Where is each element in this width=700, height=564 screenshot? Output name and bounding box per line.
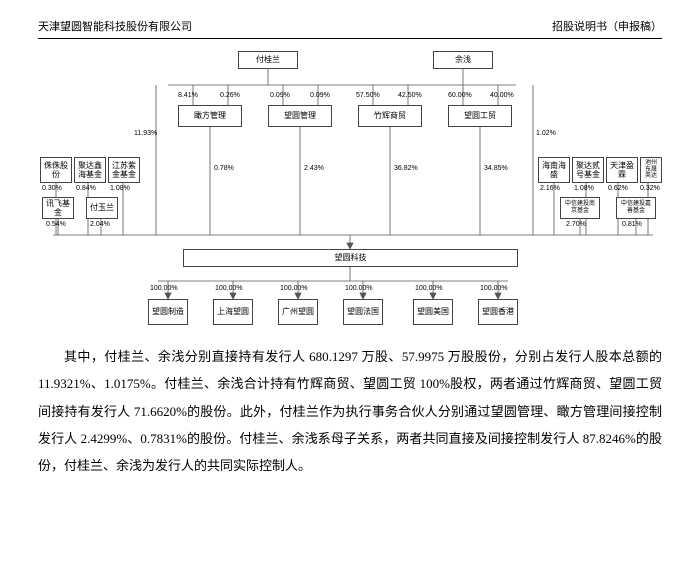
doc-type: 招股说明书（申报稿） xyxy=(552,18,662,34)
pct: 1.08% xyxy=(110,185,130,192)
pct: 40.00% xyxy=(490,92,514,99)
node-person-1: 付桂兰 xyxy=(238,51,298,69)
node-rf-4: 中信建投南京基金 xyxy=(560,197,600,219)
node-sub-5: 望圆香港 xyxy=(478,299,518,325)
pct: 60.00% xyxy=(448,92,472,99)
pct: 11.93% xyxy=(134,130,157,137)
node-sub-2: 广州望圆 xyxy=(278,299,318,325)
node-rf-0: 海南海盛 xyxy=(538,157,570,183)
pct: 1.02% xyxy=(536,130,556,137)
node-lf-1: 聚达鑫海基金 xyxy=(74,157,106,183)
node-sub-3: 望圆法国 xyxy=(343,299,383,325)
node-lf-0: 侏侏股份 xyxy=(40,157,72,183)
pct: 0.78% xyxy=(214,165,234,172)
pct: 2.04% xyxy=(90,221,110,228)
node-person-2: 余浅 xyxy=(433,51,493,69)
page-header: 天津望圆智能科技股份有限公司 招股说明书（申报稿） xyxy=(38,18,662,39)
pct: 57.50% xyxy=(356,92,380,99)
pct: 2.16% xyxy=(540,185,560,192)
body-text: 其中，付桂兰、余浅分别直接持有发行人 680.1297 万股、57.9975 万… xyxy=(38,343,662,479)
pct: 8.41% xyxy=(178,92,198,99)
node-t2-3: 望圆工贸 xyxy=(448,105,512,127)
node-center: 望圆科技 xyxy=(183,249,518,267)
company-name: 天津望圆智能科技股份有限公司 xyxy=(38,18,192,34)
pct: 0.09% xyxy=(310,92,330,99)
pct: 34.85% xyxy=(484,165,508,172)
pct: 100.00% xyxy=(345,285,373,292)
node-rf-5: 中信建投嘉善基金 xyxy=(616,197,656,219)
pct: 0.09% xyxy=(270,92,290,99)
node-rf-2: 天津盈霖 xyxy=(606,157,638,183)
pct: 36.82% xyxy=(394,165,418,172)
pct: 0.81% xyxy=(622,221,642,228)
node-lf-4: 付玉兰 xyxy=(86,197,118,219)
pct: 100.00% xyxy=(415,285,443,292)
paragraph-1: 其中，付桂兰、余浅分别直接持有发行人 680.1297 万股、57.9975 万… xyxy=(38,343,662,479)
pct: 100.00% xyxy=(280,285,308,292)
pct: 2.70% xyxy=(566,221,586,228)
ownership-chart: 付桂兰 余浅 瞰方管理 望圆管理 竹辉商贸 望圆工贸 8.41% 0.26% 0… xyxy=(38,45,662,335)
pct: 100.00% xyxy=(480,285,508,292)
node-sub-0: 望圆制造 xyxy=(148,299,188,325)
node-lf-3: 讯飞基金 xyxy=(42,197,74,219)
node-t2-0: 瞰方管理 xyxy=(178,105,242,127)
pct: 0.84% xyxy=(76,185,96,192)
node-rf-1: 聚达贰号基金 xyxy=(572,157,604,183)
pct: 0.62% xyxy=(608,185,628,192)
pct: 100.00% xyxy=(215,285,243,292)
pct: 1.08% xyxy=(574,185,594,192)
pct: 42.50% xyxy=(398,92,422,99)
node-sub-4: 望圆美国 xyxy=(413,299,453,325)
node-lf-2: 江苏紫金基金 xyxy=(108,157,140,183)
pct: 0.26% xyxy=(220,92,240,99)
pct: 0.30% xyxy=(42,185,62,192)
node-t2-2: 竹辉商贸 xyxy=(358,105,422,127)
pct: 2.43% xyxy=(304,165,324,172)
node-sub-1: 上海望圆 xyxy=(213,299,253,325)
node-rf-3: 池州东晟英达 xyxy=(640,157,662,183)
pct: 0.32% xyxy=(640,185,660,192)
pct: 100.00% xyxy=(150,285,178,292)
node-t2-1: 望圆管理 xyxy=(268,105,332,127)
pct: 0.54% xyxy=(46,221,66,228)
